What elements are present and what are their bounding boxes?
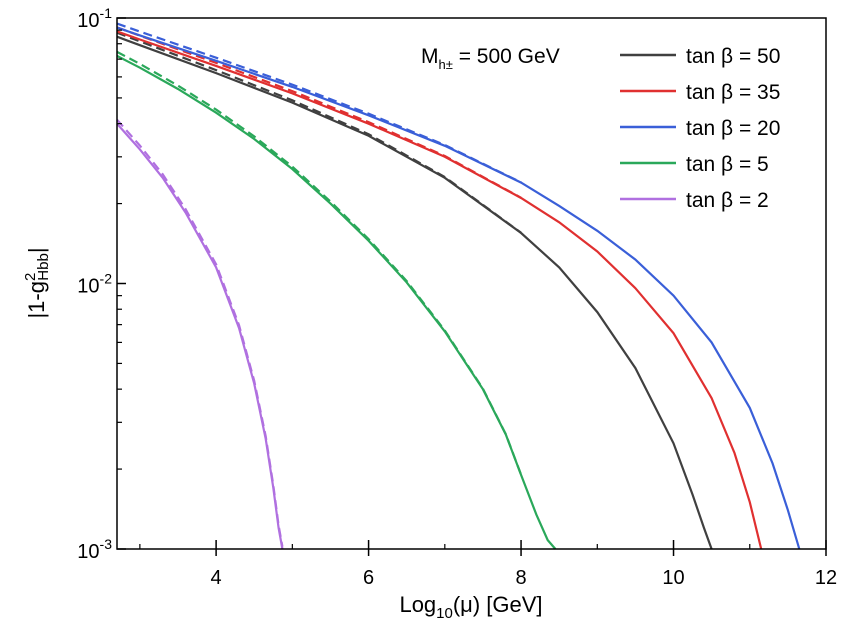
y-axis-title: |1-g2Hbb| <box>22 247 52 318</box>
legend-label: tan β = 50 <box>686 45 780 68</box>
legend-header: Mh± = 500 GeV <box>421 45 560 72</box>
legend-label: tan β = 5 <box>686 153 769 176</box>
x-tick-label: 12 <box>815 567 837 589</box>
series-line-dashed <box>116 118 284 547</box>
series-layer <box>116 22 801 550</box>
y-tick-label: 10-2 <box>77 271 112 298</box>
legend-label: tan β = 20 <box>686 117 780 140</box>
series-line <box>116 35 713 550</box>
x-tick-label: 10 <box>662 567 684 589</box>
series-line-dashed <box>116 22 522 184</box>
axes-layer: 4 6 8 10 12 10-1 10-2 10-3 <box>77 5 837 589</box>
series-line <box>116 122 284 550</box>
series-line <box>116 54 557 550</box>
x-axis-title: Log10(μ) [GeV] <box>399 592 542 620</box>
legend-label: tan β = 35 <box>686 81 780 104</box>
x-tick-label: 6 <box>363 567 374 589</box>
y-tick-label: 10-1 <box>77 5 112 32</box>
legend-label: tan β = 2 <box>686 189 769 212</box>
legend: Mh± = 500 GeV tan β = 50 tan β = 35 tan β … <box>421 45 780 212</box>
series-line <box>116 26 801 550</box>
x-tick-label: 4 <box>211 567 222 589</box>
y-tick-label: 10-3 <box>77 536 112 563</box>
x-tick-label: 8 <box>515 567 526 589</box>
series-line <box>116 30 763 550</box>
